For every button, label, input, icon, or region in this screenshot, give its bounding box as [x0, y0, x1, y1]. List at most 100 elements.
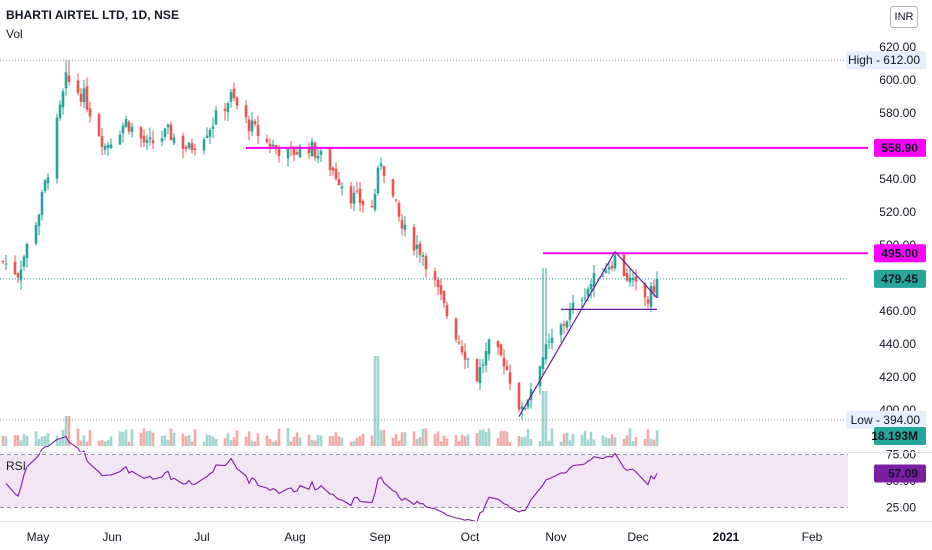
- trendline: [518, 251, 616, 417]
- volume-bar: [106, 440, 110, 446]
- candle-body: [16, 273, 20, 278]
- candle-body: [226, 103, 230, 113]
- candle-body: [232, 88, 236, 99]
- volume-bar: [517, 435, 521, 446]
- candle-body: [43, 180, 47, 191]
- volume-bar: [103, 441, 107, 446]
- volume-bar: [202, 441, 206, 446]
- candle-body: [433, 271, 437, 281]
- resistance-558-tag-bg: [874, 138, 926, 157]
- volume-bar: [163, 435, 167, 446]
- candle-body: [439, 285, 443, 295]
- candle-body: [139, 127, 143, 139]
- candle-body: [268, 143, 272, 148]
- candle-body: [604, 270, 608, 273]
- volume-bar: [655, 430, 659, 446]
- candle-body: [340, 186, 344, 189]
- candle-body: [421, 255, 425, 257]
- volume-bar: [169, 428, 173, 446]
- volume-bar: [391, 437, 395, 446]
- volume-bar: [256, 433, 260, 446]
- candle-body: [457, 342, 461, 344]
- candle-body: [124, 118, 128, 128]
- low-price-tag-text: Low - 394.00: [851, 413, 921, 427]
- time-tick-label: Sep: [369, 530, 391, 544]
- volume-last-tag: 18.193M: [871, 427, 926, 445]
- volume-bar: [331, 436, 335, 446]
- candle-body: [265, 138, 269, 143]
- rsi-value-tag-text: 57.09: [888, 466, 918, 480]
- volume-bar: [100, 439, 104, 446]
- candle-body: [277, 149, 281, 157]
- price-tick-label: 420.00: [879, 370, 916, 384]
- volume-bar: [622, 439, 626, 446]
- candle-body: [376, 167, 380, 194]
- candle-body: [190, 143, 194, 151]
- candle-body: [505, 366, 509, 370]
- candle-body: [613, 255, 617, 269]
- volume-bar: [349, 441, 353, 446]
- volume-bar: [481, 429, 485, 446]
- candle-body: [562, 324, 566, 326]
- volume-bar: [604, 437, 608, 446]
- volume-bar: [79, 440, 83, 446]
- volume-bar: [502, 430, 506, 446]
- candle-body: [328, 149, 332, 170]
- candle-body: [256, 125, 260, 136]
- candle-body: [358, 188, 362, 204]
- volume-bar: [298, 437, 302, 446]
- candle-body: [244, 105, 248, 118]
- candle-body: [373, 194, 377, 210]
- candle-body: [487, 339, 491, 355]
- volume-bar: [226, 433, 230, 446]
- volume-bar: [625, 435, 629, 446]
- candle-body: [571, 302, 575, 310]
- currency-button[interactable]: INR: [890, 6, 918, 28]
- candle-body: [1, 261, 5, 263]
- volume-bar: [121, 431, 125, 446]
- volume-bar: [487, 428, 491, 446]
- volume-bar: [328, 435, 332, 446]
- volume-bar: [439, 441, 443, 446]
- volume-bar: [610, 434, 614, 446]
- volume-bar: [397, 440, 401, 446]
- candle-body: [208, 129, 212, 137]
- candle-body: [118, 134, 122, 145]
- volume-bar: [559, 441, 563, 446]
- volume-bar: [505, 431, 509, 446]
- candle-body: [292, 146, 296, 156]
- candle-body: [478, 367, 482, 384]
- volume-bar: [232, 437, 236, 446]
- volume-bar: [250, 440, 254, 446]
- volume-bar: [646, 429, 650, 446]
- candle-body: [379, 163, 383, 167]
- candle-body: [352, 192, 356, 204]
- candle-body: [502, 357, 506, 367]
- low-price-tag: Low - 394.00: [846, 410, 926, 429]
- candle-body: [592, 273, 596, 288]
- volume-bar: [592, 439, 596, 446]
- volume-bar: [550, 428, 554, 446]
- volume-bar: [118, 431, 122, 446]
- candle-body: [67, 75, 71, 82]
- price-tick-label: 440.00: [879, 337, 916, 351]
- price-tick-label: 520.00: [879, 205, 916, 219]
- volume-bar: [208, 435, 212, 446]
- volume-bar: [547, 440, 551, 446]
- candle-body: [463, 351, 467, 360]
- candle-body: [37, 214, 41, 227]
- candle-body: [229, 91, 233, 102]
- candle-body: [529, 389, 533, 401]
- volume-bar: [457, 441, 461, 446]
- time-tick-label: Nov: [545, 530, 566, 544]
- candle-body: [550, 337, 554, 343]
- volume-bar: [295, 432, 299, 446]
- high-price-tag: High - 612.00: [846, 51, 926, 70]
- candle-body: [649, 286, 653, 307]
- volume-bar: [424, 428, 428, 446]
- candle-body: [520, 406, 524, 410]
- volume-bar: [442, 435, 446, 446]
- candle-body: [541, 357, 545, 369]
- last-price-tag-text: 479.45: [881, 272, 918, 286]
